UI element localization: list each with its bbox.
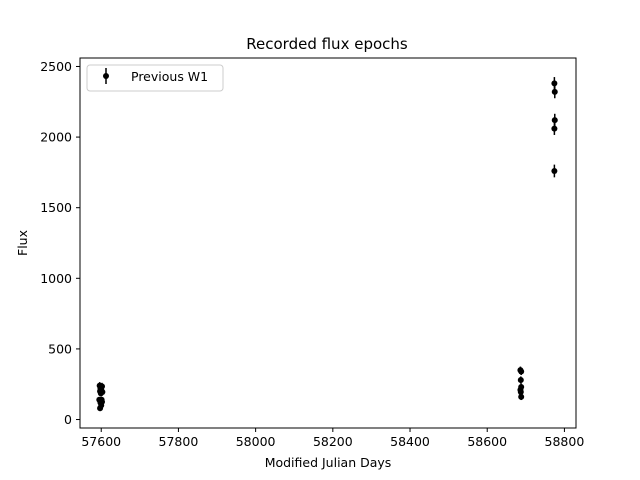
x-tick-label: 58400 [390,434,430,449]
data-point-marker [99,383,106,390]
data-point-marker [551,125,558,132]
x-tick-label: 57800 [159,434,199,449]
data-point-marker [551,80,558,87]
data-point-marker [97,405,104,412]
chart-title: Recorded flux epochs [246,35,408,53]
axis-ticks: 57600 57800 58000 58200 58400 58600 58800 0 500 1… [40,59,584,449]
legend-frame [86,64,224,92]
y-tick-label: 500 [48,341,72,356]
data-point-marker [98,396,105,403]
data-point-marker [518,368,525,375]
y-tick-label: 1000 [40,271,72,286]
y-tick-label: 0 [64,412,72,427]
x-axis-label: Modified Julian Days [265,455,392,470]
legend-entry-previous-w1: Previous W1 [131,69,208,84]
data-point-marker [99,388,106,395]
data-point-marker [518,393,525,400]
data-points [96,77,558,412]
data-point-marker [551,88,558,95]
x-tick-label: 57600 [81,434,121,449]
data-point-marker [517,388,524,395]
plot-area-frame [79,57,577,429]
data-point-marker [517,376,524,383]
y-axis-label: Flux [15,230,30,256]
legend-marker-symbol [103,73,109,79]
y-tick-label: 2000 [40,130,72,145]
y-tick-label: 1500 [40,200,72,215]
y-tick-label: 2500 [40,59,72,74]
data-point-marker [551,117,558,124]
data-point-marker [551,167,558,174]
x-tick-label: 58800 [545,434,585,449]
x-tick-label: 58200 [313,434,353,449]
x-tick-label: 58000 [236,434,276,449]
legend: Previous W1 [86,64,224,92]
x-tick-label: 58600 [467,434,507,449]
